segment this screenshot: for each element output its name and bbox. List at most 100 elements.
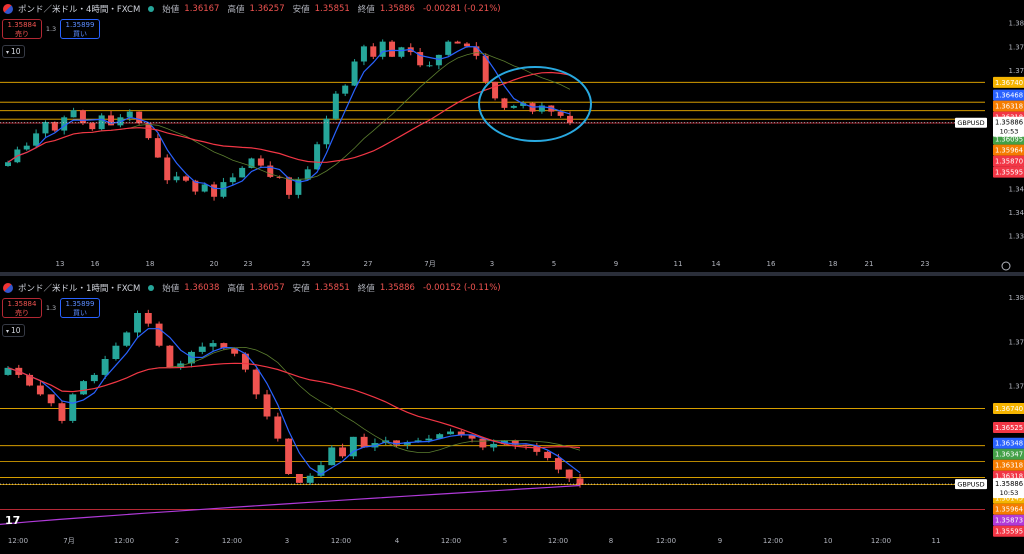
x-tick-label: 7月 bbox=[63, 537, 74, 545]
x-tick-label: 2 bbox=[175, 537, 179, 545]
candle-body bbox=[565, 469, 573, 479]
candle-body bbox=[360, 436, 368, 448]
candle-body bbox=[89, 122, 96, 130]
candle-body bbox=[447, 431, 454, 435]
close-value: 1.35886 bbox=[379, 4, 415, 14]
indicator-toggle[interactable]: ▾ 10 bbox=[2, 45, 25, 58]
market-status-icon bbox=[148, 285, 155, 291]
x-tick-label: 12:00 bbox=[331, 537, 351, 545]
candle-body bbox=[576, 478, 584, 485]
indicator-count: 10 bbox=[11, 326, 21, 335]
candle-body bbox=[80, 381, 88, 395]
x-tick-label: 3 bbox=[490, 260, 494, 268]
sell-button[interactable]: 1.35884 売り bbox=[2, 298, 42, 318]
candle-body bbox=[538, 105, 545, 112]
candle-body bbox=[522, 444, 530, 446]
candle-body bbox=[274, 416, 282, 439]
countdown-text: 10:53 bbox=[1000, 489, 1019, 497]
candle-body bbox=[51, 122, 58, 131]
ma-long-line bbox=[7, 71, 571, 163]
candle-body bbox=[295, 474, 303, 483]
price-level-badge bbox=[993, 459, 1024, 471]
x-tick-label: 13 bbox=[56, 260, 65, 268]
pane-separator[interactable] bbox=[0, 272, 1024, 276]
candle-body bbox=[317, 465, 325, 476]
open-label: 始値 bbox=[162, 5, 180, 15]
candle-body bbox=[164, 157, 171, 181]
ma-mid-line bbox=[7, 346, 581, 453]
candle-body bbox=[198, 346, 206, 352]
chevron-down-icon: ▾ bbox=[6, 49, 10, 56]
x-tick-label: 12:00 bbox=[871, 537, 891, 545]
price-level-badge bbox=[993, 89, 1024, 101]
y-tick-label: 1.34000 bbox=[1009, 209, 1024, 217]
candle-body bbox=[342, 85, 349, 94]
high-value: 1.36057 bbox=[249, 283, 285, 293]
x-tick-label: 9 bbox=[718, 537, 722, 545]
candle-body bbox=[4, 367, 12, 375]
candle-body bbox=[90, 374, 98, 382]
candle-body bbox=[403, 442, 411, 445]
symbol-badge bbox=[955, 117, 987, 128]
y-tick-label: 1.37500 bbox=[1009, 43, 1024, 51]
chart-4h-svg[interactable]: 1.380001.375001.370001.365001.360001.355… bbox=[0, 0, 1024, 272]
candle-body bbox=[220, 182, 227, 197]
x-tick-label: 14 bbox=[712, 260, 721, 268]
candle-body bbox=[241, 353, 249, 370]
close-label: 終値 bbox=[357, 5, 375, 15]
chart-1h-svg[interactable]: 1.380001.375001.370001.365001.360001.355… bbox=[0, 276, 1024, 550]
x-tick-label: 12:00 bbox=[8, 537, 28, 545]
y-tick-label: 1.33500 bbox=[1009, 233, 1024, 241]
x-tick-label: 4 bbox=[395, 537, 400, 545]
candle-body bbox=[267, 165, 274, 177]
candle-body bbox=[398, 47, 405, 57]
price-level-text: 1.36525 bbox=[995, 424, 1023, 432]
change-value: -0.00281 (-0.21%) bbox=[422, 4, 501, 14]
buy-price: 1.35899 bbox=[65, 21, 95, 29]
buy-button[interactable]: 1.35899 買い bbox=[60, 19, 100, 39]
candle-body bbox=[257, 158, 264, 166]
candle-body bbox=[134, 313, 141, 333]
x-tick-label: 12:00 bbox=[763, 537, 783, 545]
low-label: 安値 bbox=[292, 284, 310, 294]
tradingview-logo[interactable]: 17 bbox=[5, 514, 21, 527]
price-level-text: 1.35873 bbox=[995, 517, 1023, 525]
indicator-toggle[interactable]: ▾ 10 bbox=[2, 324, 25, 337]
x-tick-label: 23 bbox=[921, 260, 930, 268]
current-price-badge bbox=[993, 116, 1024, 137]
candle-body bbox=[209, 343, 217, 347]
x-tick-label: 16 bbox=[91, 260, 100, 268]
candle-body bbox=[42, 122, 49, 134]
price-level-text: 1.35595 bbox=[995, 528, 1023, 536]
price-level-text: 1.36347 bbox=[995, 451, 1023, 459]
chart-pane-4h[interactable]: 1.380001.375001.370001.365001.360001.355… bbox=[0, 0, 1024, 272]
ma-short-line bbox=[7, 328, 581, 476]
symbol-header: ポンド／米ドル・4時間・FXCM 始値 1.36167 高値 1.36257 安値 1… bbox=[0, 2, 504, 16]
symbol-title[interactable]: ポンド／米ドル・1時間・FXCM bbox=[18, 284, 141, 294]
candle-body bbox=[473, 46, 480, 56]
candle-body bbox=[351, 61, 358, 86]
sell-button[interactable]: 1.35884 売り bbox=[2, 19, 42, 39]
price-level-text: 1.36740 bbox=[995, 79, 1023, 87]
candle-body bbox=[332, 93, 339, 119]
candle-body bbox=[70, 110, 77, 118]
settings-icon bbox=[1001, 261, 1011, 271]
symbol-badge-text: GBPUSD bbox=[957, 481, 984, 489]
candle-body bbox=[557, 111, 564, 116]
sell-price: 1.35884 bbox=[7, 300, 37, 308]
buy-button[interactable]: 1.35899 買い bbox=[60, 298, 100, 318]
price-level-badge bbox=[993, 100, 1024, 112]
y-tick-label: 1.37000 bbox=[1009, 383, 1024, 391]
high-label: 高値 bbox=[227, 5, 245, 15]
current-price-text: 1.35886 bbox=[995, 119, 1023, 127]
price-level-text: 1.36348 bbox=[995, 440, 1023, 448]
symbol-title[interactable]: ポンド／米ドル・4時間・FXCM bbox=[18, 5, 141, 15]
y-tick-label: 1.37000 bbox=[1009, 67, 1024, 75]
price-level-badge bbox=[993, 166, 1024, 178]
x-tick-label: 3 bbox=[285, 537, 289, 545]
candle-body bbox=[211, 184, 218, 197]
candle-body bbox=[501, 98, 508, 108]
symbol-header: ポンド／米ドル・1時間・FXCM 始値 1.36038 高値 1.36057 安値 1… bbox=[0, 281, 504, 295]
candle-body bbox=[173, 176, 180, 181]
chart-pane-1h[interactable]: 1.380001.375001.370001.365001.360001.355… bbox=[0, 276, 1024, 550]
